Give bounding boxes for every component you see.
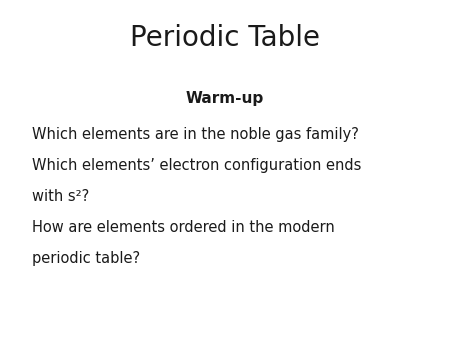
Text: Which elements’ electron configuration ends: Which elements’ electron configuration e… [32,158,361,173]
Text: Warm-up: Warm-up [186,91,264,106]
Text: How are elements ordered in the modern: How are elements ordered in the modern [32,220,334,235]
Text: periodic table?: periodic table? [32,251,140,266]
Text: with s²?: with s²? [32,189,89,204]
Text: Which elements are in the noble gas family?: Which elements are in the noble gas fami… [32,127,358,142]
Text: Periodic Table: Periodic Table [130,24,320,52]
